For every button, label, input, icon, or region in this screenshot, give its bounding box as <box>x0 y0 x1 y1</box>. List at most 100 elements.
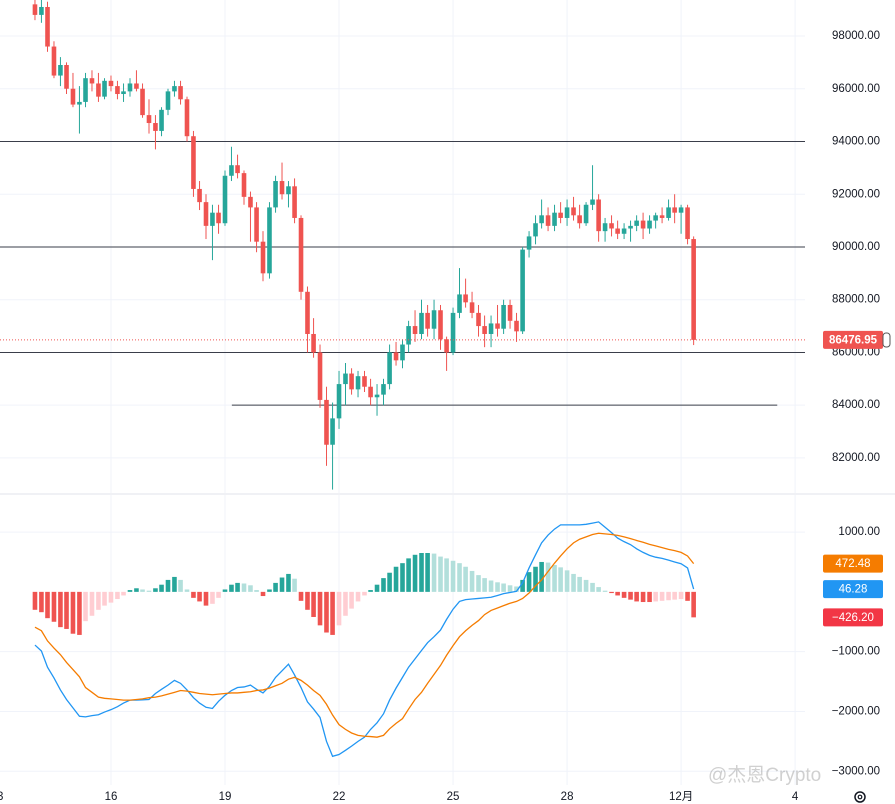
candle-body <box>564 207 570 218</box>
candle-body <box>311 333 316 353</box>
scale-button[interactable] <box>882 332 891 348</box>
histogram-bar <box>197 591 202 602</box>
candle-body <box>501 304 506 329</box>
histogram-bar <box>533 566 538 592</box>
histogram-bar <box>317 591 323 626</box>
y-tick-label: 96000.00 <box>832 83 880 95</box>
x-tick-label: 19 <box>219 791 232 803</box>
candle-body <box>292 186 297 218</box>
price-pane <box>0 0 805 493</box>
candle-body <box>58 65 63 76</box>
candle-body <box>463 294 468 303</box>
histogram-bar <box>374 584 380 592</box>
candle-body <box>406 326 411 345</box>
y-tick-label: 84000.00 <box>832 399 880 411</box>
histogram-bar <box>127 590 133 592</box>
candle-body <box>685 207 690 240</box>
y-tick-label: 94000.00 <box>832 136 880 148</box>
histogram-bar <box>45 591 50 619</box>
candle-body <box>545 215 551 226</box>
histogram-bar <box>412 554 418 592</box>
histogram-bar <box>58 591 63 628</box>
settings-icon[interactable] <box>854 791 866 803</box>
histogram-bar <box>501 583 506 592</box>
histogram-bar <box>279 577 285 592</box>
histogram-bar <box>514 586 519 592</box>
histogram-bar <box>178 579 183 592</box>
histogram-bar <box>647 591 652 603</box>
candle-body <box>51 46 57 76</box>
candle-body <box>279 181 285 195</box>
candle-body <box>634 220 639 226</box>
histogram-bar <box>602 590 608 592</box>
candle-body <box>197 188 202 203</box>
candle-body <box>115 86 120 95</box>
histogram-bar <box>552 564 557 592</box>
candle-body <box>83 78 88 102</box>
histogram-bar <box>577 576 582 592</box>
candle-body <box>235 165 240 174</box>
candle-body <box>653 215 658 221</box>
y2-tick-label: −3000.00 <box>832 765 880 777</box>
candle-body <box>533 223 538 237</box>
candle-body <box>248 196 253 208</box>
histogram-bar <box>634 591 639 602</box>
candle-body <box>70 88 76 105</box>
candle-body <box>267 207 272 274</box>
histogram-bar <box>248 585 253 592</box>
y2-tick-label: −1000.00 <box>832 646 880 658</box>
candle-body <box>210 212 215 226</box>
histogram-bar <box>153 588 158 592</box>
histogram-bar <box>83 591 88 622</box>
candle-body <box>298 217 304 292</box>
candle-body <box>659 215 665 218</box>
histogram-bar <box>609 591 614 594</box>
y2-tick-label: −2000.00 <box>832 705 880 717</box>
candle-body <box>482 326 487 334</box>
histogram-bar <box>615 591 620 596</box>
indicator-badge <box>823 608 883 627</box>
histogram-bar <box>140 589 145 592</box>
candle-body <box>153 123 158 131</box>
histogram-bar <box>691 591 696 618</box>
histogram-bar <box>273 582 278 592</box>
candle-body <box>203 202 209 226</box>
histogram-bar <box>343 591 348 616</box>
candle-body <box>121 91 126 95</box>
histogram-bar <box>381 578 386 592</box>
histogram-bar <box>419 553 424 592</box>
candle-body <box>393 352 399 361</box>
candle-body <box>254 207 259 242</box>
x-tick-label: 25 <box>447 791 460 803</box>
histogram-bar <box>457 563 462 592</box>
candle-body <box>96 83 101 97</box>
candle-body <box>444 339 449 353</box>
candle-body <box>165 91 171 110</box>
histogram-bar <box>520 579 525 592</box>
candle-body <box>172 86 177 92</box>
histogram-bar <box>305 591 310 610</box>
candle-body <box>191 136 196 189</box>
candle-body <box>108 80 114 87</box>
x-tick-label: 16 <box>105 791 118 803</box>
candle-body <box>425 312 430 329</box>
candle-body <box>628 225 633 229</box>
histogram-bar <box>571 573 576 592</box>
macd-pane <box>0 495 805 785</box>
histogram-bar <box>640 591 646 603</box>
candle-body <box>615 228 620 234</box>
candle-body <box>412 326 418 334</box>
candle-body <box>647 220 652 229</box>
candle-body <box>507 304 513 321</box>
histogram-bar <box>659 591 665 601</box>
histogram-bar <box>51 591 57 622</box>
histogram-bar <box>482 578 487 592</box>
candle-body <box>381 384 386 395</box>
histogram-bar <box>336 591 342 626</box>
candle-body <box>229 165 234 176</box>
histogram-bar <box>596 587 601 592</box>
indicator-line <box>34 532 695 738</box>
histogram-bar <box>672 591 677 600</box>
histogram-bar <box>235 582 240 592</box>
